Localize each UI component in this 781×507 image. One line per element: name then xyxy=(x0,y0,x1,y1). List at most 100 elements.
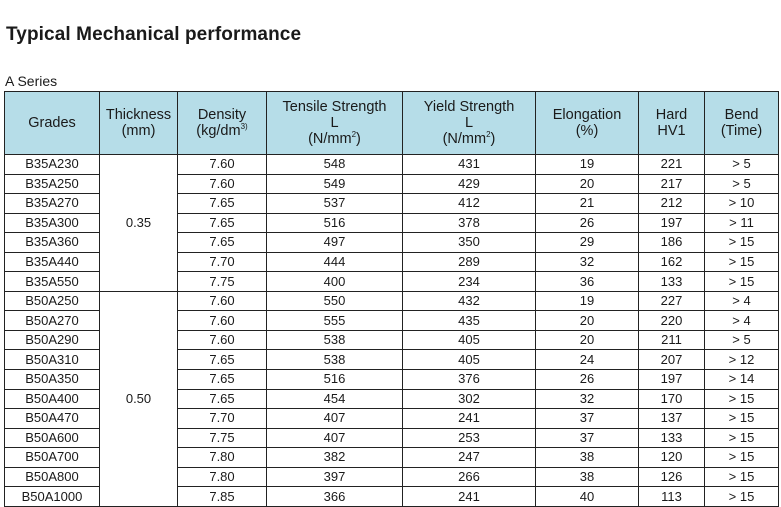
header-thickness-line1: Thickness xyxy=(105,107,172,123)
grade-cell: B50A600 xyxy=(4,427,100,449)
header-hard-line1: Hard xyxy=(655,107,688,123)
header-thickness-line2: (mm) xyxy=(121,123,156,139)
grade-cell: B35A360 xyxy=(4,232,100,253)
hard-cell: 211 xyxy=(638,329,705,351)
grade-cell: B35A300 xyxy=(4,212,100,234)
hard-cell: 133 xyxy=(638,271,705,292)
hard-cell: 220 xyxy=(638,310,705,331)
density-cell: 7.80 xyxy=(177,466,267,488)
table-row: B50A1000 7.85 366 241 40 113 > 15 xyxy=(4,486,779,507)
elongation-cell: 36 xyxy=(535,271,639,292)
tensile-cell: 400 xyxy=(266,271,403,292)
bend-cell: > 15 xyxy=(704,408,779,429)
hard-cell: 137 xyxy=(638,408,705,429)
tensile-cell: 454 xyxy=(266,388,403,410)
elongation-cell: 20 xyxy=(535,173,639,195)
grade-cell: B50A700 xyxy=(4,447,100,468)
header-elongation-line1: Elongation xyxy=(552,107,622,123)
hard-cell: 207 xyxy=(638,349,705,371)
tensile-cell: 549 xyxy=(266,173,403,195)
header-tensile-close: ) xyxy=(356,131,361,147)
thickness-cell: 0.50 xyxy=(99,290,178,507)
table-body: B35A230 0.35 7.60 548 431 19 221 > 5 B35A250 7.60… xyxy=(4,154,779,507)
elongation-cell: 19 xyxy=(535,154,639,175)
elongation-cell: 19 xyxy=(535,290,639,312)
thickness-cell: 0.35 xyxy=(99,154,178,292)
tensile-cell: 538 xyxy=(266,349,403,371)
density-cell: 7.60 xyxy=(177,290,267,312)
grade-cell: B50A350 xyxy=(4,369,100,390)
grade-cell: B35A270 xyxy=(4,193,100,214)
elongation-cell: 20 xyxy=(535,329,639,351)
bend-cell: > 15 xyxy=(704,271,779,292)
mechanical-performance-table: Grades Thickness (mm) Density (kg/dm3) T… xyxy=(4,91,779,507)
yield-cell: 405 xyxy=(402,349,536,371)
density-cell: 7.65 xyxy=(177,232,267,253)
yield-cell: 376 xyxy=(402,369,536,390)
elongation-cell: 38 xyxy=(535,447,639,468)
header-tensile: Tensile Strength L (N/mm2) xyxy=(266,91,403,155)
series-label: A Series xyxy=(5,73,58,89)
elongation-cell: 32 xyxy=(535,388,639,410)
bend-cell: > 15 xyxy=(704,388,779,410)
tensile-cell: 407 xyxy=(266,408,403,429)
bend-cell: > 15 xyxy=(704,447,779,468)
yield-cell: 405 xyxy=(402,329,536,351)
density-cell: 7.60 xyxy=(177,310,267,331)
header-density-line1: Density xyxy=(197,107,247,123)
yield-cell: 234 xyxy=(402,271,536,292)
bend-cell: > 15 xyxy=(704,427,779,449)
header-hard-line2: HV1 xyxy=(657,123,686,139)
tensile-cell: 537 xyxy=(266,193,403,214)
tensile-cell: 516 xyxy=(266,369,403,390)
header-density-unit: (kg/dm xyxy=(196,123,241,139)
yield-cell: 302 xyxy=(402,388,536,410)
density-cell: 7.80 xyxy=(177,447,267,468)
density-cell: 7.70 xyxy=(177,251,267,273)
grade-cell: B50A290 xyxy=(4,329,100,351)
yield-cell: 435 xyxy=(402,310,536,331)
elongation-cell: 26 xyxy=(535,212,639,234)
grade-cell: B50A270 xyxy=(4,310,100,331)
yield-cell: 241 xyxy=(402,486,536,507)
yield-cell: 412 xyxy=(402,193,536,214)
header-density-sup: 3) xyxy=(240,122,248,131)
yield-cell: 431 xyxy=(402,154,536,175)
tensile-cell: 397 xyxy=(266,466,403,488)
elongation-cell: 26 xyxy=(535,369,639,390)
tensile-cell: 555 xyxy=(266,310,403,331)
tensile-cell: 407 xyxy=(266,427,403,449)
density-cell: 7.65 xyxy=(177,388,267,410)
tensile-cell: 516 xyxy=(266,212,403,234)
hard-cell: 227 xyxy=(638,290,705,312)
table-row: B50A310 7.65 538 405 24 207 > 12 xyxy=(4,349,779,371)
hard-cell: 221 xyxy=(638,154,705,175)
elongation-cell: 32 xyxy=(535,251,639,273)
density-cell: 7.75 xyxy=(177,271,267,292)
tensile-cell: 538 xyxy=(266,329,403,351)
header-bend: Bend (Time) xyxy=(704,91,779,155)
header-yield-line1: Yield Strength xyxy=(423,99,515,115)
header-yield: Yield Strength L (N/mm2) xyxy=(402,91,536,155)
table-row: B35A230 0.35 7.60 548 431 19 221 > 5 xyxy=(4,154,779,292)
bend-cell: > 15 xyxy=(704,486,779,507)
density-cell: 7.65 xyxy=(177,349,267,371)
yield-cell: 429 xyxy=(402,173,536,195)
tensile-cell: 497 xyxy=(266,232,403,253)
yield-cell: 289 xyxy=(402,251,536,273)
density-cell: 7.60 xyxy=(177,154,267,175)
bend-cell: > 4 xyxy=(704,310,779,331)
table-row: B35A550 7.75 400 234 36 133 > 15 xyxy=(4,271,779,292)
grade-cell: B50A400 xyxy=(4,388,100,410)
elongation-cell: 40 xyxy=(535,486,639,507)
grade-cell: B50A800 xyxy=(4,466,100,488)
yield-cell: 350 xyxy=(402,232,536,253)
grade-cell: B35A230 xyxy=(4,154,100,175)
elongation-cell: 37 xyxy=(535,408,639,429)
hard-cell: 120 xyxy=(638,447,705,468)
grade-cell: B35A250 xyxy=(4,173,100,195)
header-elongation: Elongation (%) xyxy=(535,91,639,155)
elongation-cell: 29 xyxy=(535,232,639,253)
header-tensile-sup: 2 xyxy=(351,130,357,139)
header-elongation-line2: (%) xyxy=(575,123,599,139)
